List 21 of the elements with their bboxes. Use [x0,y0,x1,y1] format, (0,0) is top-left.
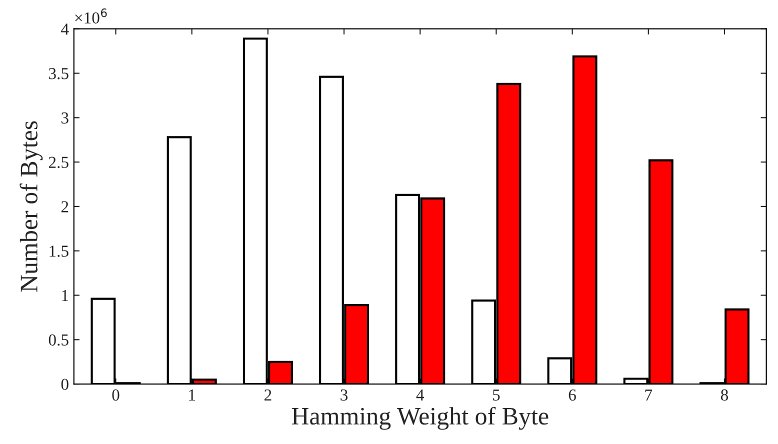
text: ×10$^{6}$ [75,8,107,24]
x-tick-label: 1 [189,389,196,400]
y-tick-label: 0.5 [48,334,68,346]
x-tick-label: 0 [112,389,120,401]
x-tick-label: 5 [493,390,500,401]
x-tick-label: 3 [340,389,348,401]
y-tick-label: 4 [61,24,69,35]
x-tick-label: 8 [720,389,728,401]
y-tick-label: 1 [62,290,68,302]
x-tick-label: 7 [645,390,652,400]
x-axis-title: Hamming Weight of Byte [292,406,548,430]
x-tick-label: 4 [416,390,424,400]
y-tick-label: 0 [61,378,68,390]
x-tick-label: 2 [264,389,272,400]
x-tick-label: 6 [568,389,576,401]
y-tick-label: 3 [62,112,68,124]
y-tick-label: 3.5 [49,68,68,80]
y-tick-label: 2.5 [48,156,68,168]
y-tick-label: 1.5 [50,246,68,257]
y-tick-label: 2 [61,201,68,212]
y-axis-title: Number of Bytes [20,121,43,292]
